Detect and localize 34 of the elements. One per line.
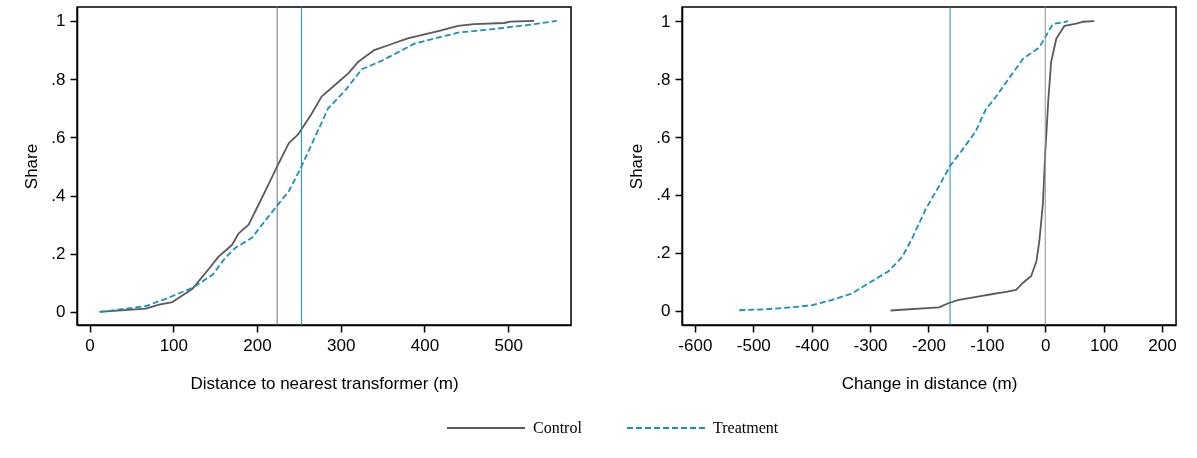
x-tick-label: 500 <box>494 335 523 355</box>
x-tick-label: -200 <box>911 335 946 355</box>
x-tick-label: -600 <box>678 335 713 355</box>
x-tick-label: 0 <box>1041 335 1051 355</box>
y-axis-title: Share <box>627 143 647 190</box>
y-tick-label: .8 <box>656 69 671 89</box>
x-tick-label: 100 <box>1089 335 1119 355</box>
legend-label: Treatment <box>713 419 779 436</box>
y-tick-label: .6 <box>51 127 66 147</box>
x-tick-label: 100 <box>159 335 189 355</box>
y-tick-label: 1 <box>56 11 66 31</box>
y-tick-label: .4 <box>656 185 671 205</box>
x-tick-label: -400 <box>795 335 830 355</box>
y-axis-title: Share <box>22 143 42 190</box>
y-tick-label: .8 <box>51 69 66 89</box>
y-tick-label: .2 <box>51 244 66 264</box>
x-tick-label: -500 <box>736 335 771 355</box>
x-tick-label: 200 <box>1148 335 1177 355</box>
x-tick-label: 200 <box>243 335 272 355</box>
x-axis-title: Change in distance (m) <box>841 373 1018 393</box>
x-tick-label: -300 <box>853 335 888 355</box>
x-tick-label: 400 <box>410 335 440 355</box>
x-tick-label: 300 <box>327 335 356 355</box>
y-tick-label: 1 <box>661 11 671 31</box>
x-tick-label: -100 <box>970 335 1005 355</box>
legend-label: Control <box>533 419 583 436</box>
line-series <box>889 20 1096 312</box>
y-tick-label: .2 <box>656 243 671 263</box>
y-tick-label: 0 <box>56 302 66 322</box>
x-tick-label: 0 <box>85 335 95 355</box>
y-tick-label: 0 <box>661 301 671 321</box>
y-tick-label: .4 <box>51 186 66 206</box>
y-tick-label: .6 <box>656 127 671 147</box>
x-axis-title: Distance to nearest transformer (m) <box>190 373 459 393</box>
